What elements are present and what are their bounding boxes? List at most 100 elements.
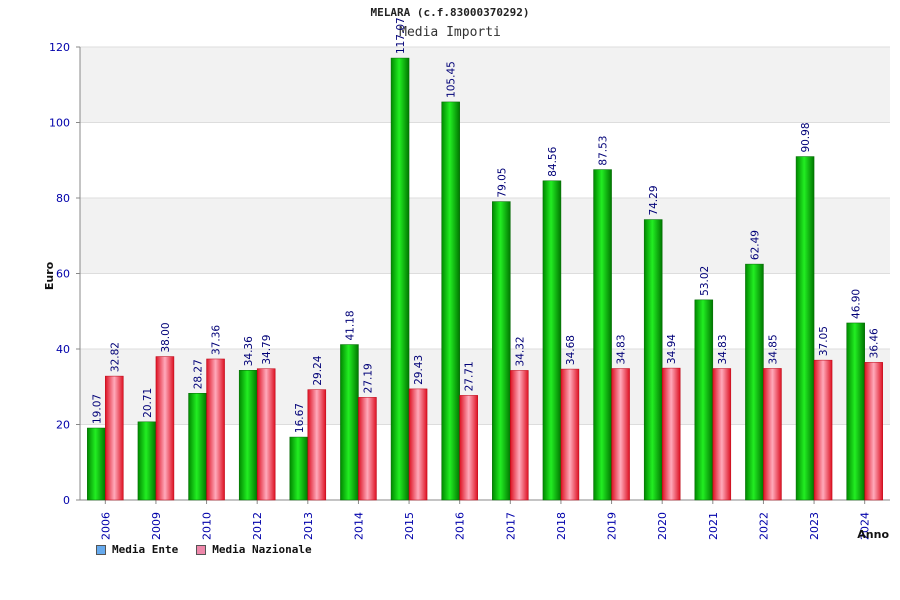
data-label: 117.07 — [395, 17, 407, 54]
bar-media-ente — [238, 370, 258, 501]
legend: Media Ente Media Nazionale — [96, 543, 312, 556]
data-label: 16.67 — [294, 403, 306, 433]
bar-media-nazionale — [358, 397, 377, 501]
legend-label-media-ente: Media Ente — [112, 543, 179, 556]
chart-title: MELARA (c.f.83000370292) — [370, 6, 530, 19]
y-tick-label: 80 — [56, 192, 70, 205]
data-label: 28.27 — [193, 359, 205, 389]
bar-media-ente — [542, 180, 562, 501]
chart-subtitle: Media Importi — [399, 25, 501, 40]
y-tick-label: 40 — [56, 343, 70, 356]
y-tick-label: 100 — [49, 117, 70, 130]
data-label: 34.94 — [666, 334, 678, 364]
data-label: 34.32 — [514, 336, 526, 366]
bar-media-nazionale — [611, 368, 630, 501]
legend-item-media-nazionale: Media Nazionale — [196, 543, 312, 556]
data-label: 34.68 — [565, 335, 577, 365]
grid-band — [80, 198, 890, 274]
bar-media-nazionale — [459, 395, 478, 501]
x-tick-label: 2006 — [99, 512, 112, 540]
data-label: 27.71 — [464, 361, 476, 391]
data-label: 105.45 — [446, 61, 458, 98]
legend-label-media-nazionale: Media Nazionale — [212, 543, 312, 556]
y-tick-label: 60 — [56, 268, 70, 281]
data-label: 34.85 — [767, 334, 779, 364]
data-label: 32.82 — [109, 342, 121, 372]
y-tick-label: 120 — [49, 41, 70, 54]
x-tick-label: 2016 — [454, 512, 467, 540]
bar-media-nazionale — [712, 368, 732, 501]
data-label: 90.98 — [800, 122, 812, 152]
data-label: 74.29 — [648, 185, 660, 215]
x-tick-label: 2018 — [555, 512, 568, 540]
data-label: 37.36 — [211, 325, 223, 355]
bar-media-ente — [390, 57, 410, 501]
bar-media-ente — [694, 299, 714, 501]
data-label: 62.49 — [749, 230, 761, 260]
bar-media-ente — [846, 322, 865, 501]
bar-media-ente — [340, 344, 359, 501]
data-label: 53.02 — [699, 266, 711, 296]
bar-media-nazionale — [408, 388, 428, 501]
bar-media-ente — [137, 421, 157, 501]
data-label: 19.07 — [91, 394, 103, 424]
x-tick-label: 2010 — [201, 512, 214, 540]
data-label: 27.19 — [362, 363, 374, 393]
data-label: 34.83 — [616, 334, 628, 364]
bar-media-nazionale — [206, 358, 225, 501]
grid-bands — [80, 47, 890, 500]
y-tick-label: 20 — [56, 419, 70, 432]
bar-media-nazionale — [256, 368, 276, 501]
x-tick-label: 2024 — [859, 512, 872, 540]
data-label: 79.05 — [496, 168, 508, 198]
legend-item-media-ente: Media Ente — [96, 543, 178, 556]
bar-media-nazionale — [560, 368, 580, 501]
x-tick-label: 2019 — [606, 512, 619, 540]
data-label: 46.90 — [851, 289, 863, 319]
bar-media-nazionale — [155, 356, 175, 501]
bar-media-ente — [593, 169, 612, 501]
bar-media-ente — [643, 219, 663, 501]
bar-media-nazionale — [864, 362, 883, 501]
bar-media-nazionale — [813, 359, 833, 501]
legend-swatch-media-nazionale — [196, 544, 207, 555]
bar-media-ente — [492, 201, 511, 501]
bar-media-ente — [188, 393, 207, 501]
bar-media-nazionale — [510, 370, 529, 501]
data-labels: 19.07 32.82 20.71 38.00 28.27 37.36 34.36 34.79… — [91, 17, 880, 433]
bar-media-ente — [441, 101, 460, 501]
data-label: 34.79 — [261, 335, 273, 365]
bar-media-nazionale — [763, 368, 782, 501]
bar-media-ente — [289, 436, 309, 501]
x-axis-label: Anno — [857, 528, 889, 541]
bars — [87, 57, 883, 501]
x-tick-label: 2021 — [707, 512, 720, 540]
x-tick-label: 2022 — [757, 512, 770, 540]
grid-band — [80, 47, 890, 123]
x-tick-label: 2014 — [352, 512, 365, 540]
bar-media-ente — [87, 427, 106, 501]
x-tick-label: 2013 — [302, 512, 315, 540]
data-label: 38.00 — [160, 322, 172, 352]
bar-media-ente — [745, 263, 764, 501]
data-label: 29.24 — [312, 355, 324, 385]
x-tick-label: 2017 — [504, 512, 517, 540]
x-tick-label: 2023 — [808, 512, 821, 540]
x-tick-label: 2012 — [251, 512, 264, 540]
y-tick-label: 0 — [63, 494, 70, 507]
grid-band — [80, 122, 890, 198]
bar-media-nazionale — [105, 375, 124, 501]
bar-media-ente — [795, 156, 815, 501]
data-label: 84.56 — [547, 146, 559, 176]
data-label: 87.53 — [598, 136, 610, 166]
data-label: 29.43 — [413, 355, 425, 385]
data-label: 34.36 — [243, 336, 255, 366]
bar-media-nazionale — [661, 367, 681, 501]
legend-swatch-media-ente — [96, 544, 106, 555]
bar-media-nazionale — [307, 389, 327, 501]
y-axis-label: Euro — [43, 261, 56, 290]
x-tick-label: 2020 — [656, 512, 669, 540]
x-tick-label: 2015 — [403, 512, 416, 540]
